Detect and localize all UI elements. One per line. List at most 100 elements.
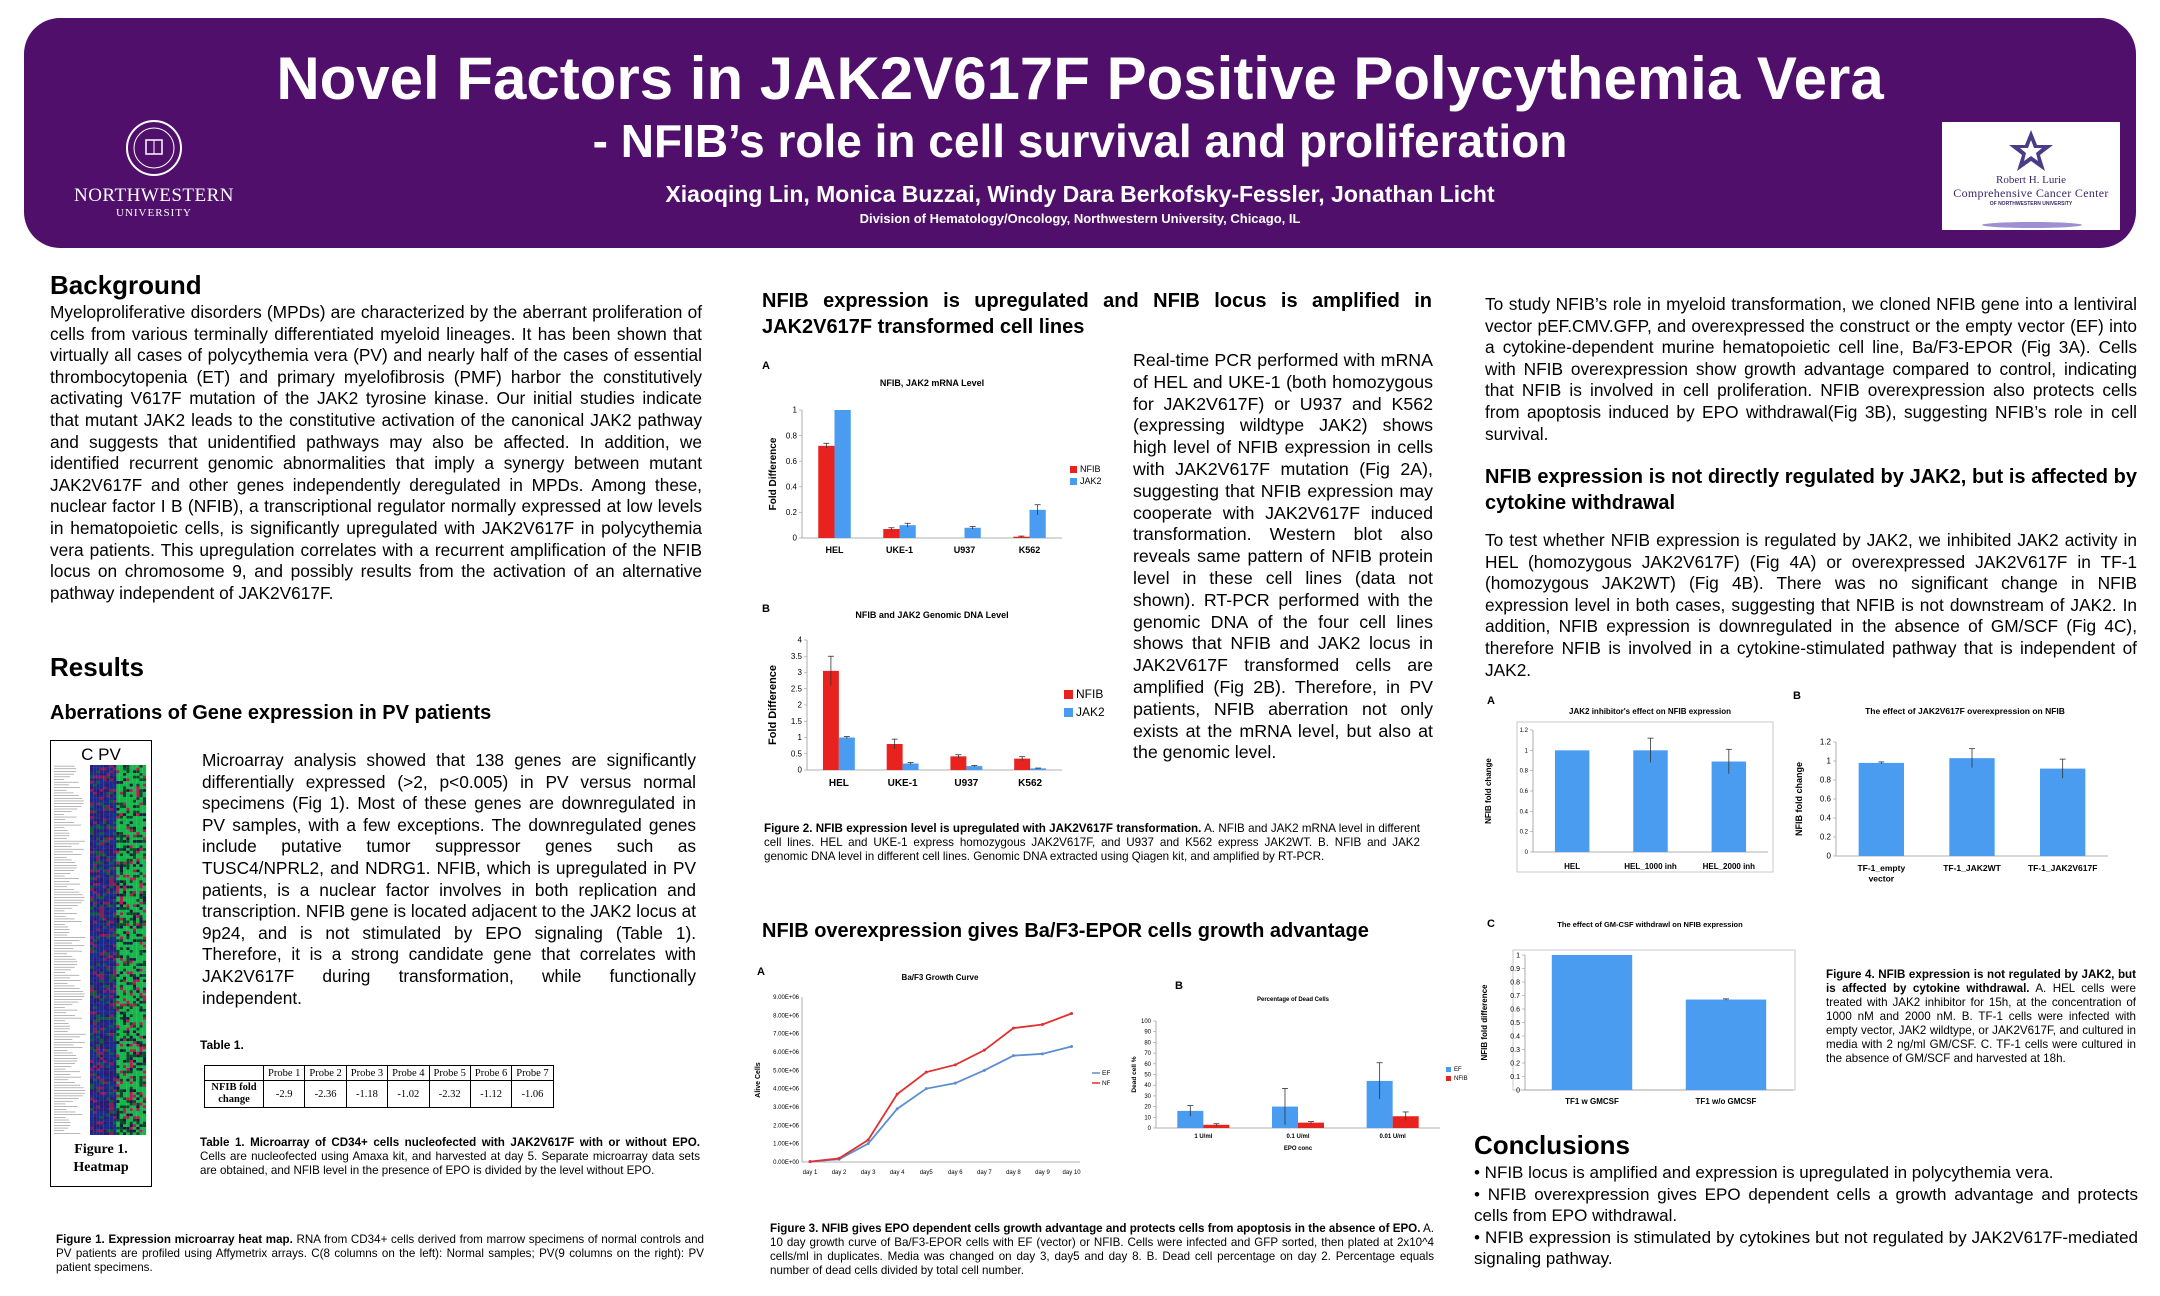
heatmap-cell [116, 1035, 120, 1039]
heatmap-cell [132, 1084, 137, 1087]
heatmap-cell [126, 950, 130, 953]
heatmap-cell [142, 799, 147, 803]
heatmap-cell [90, 1126, 94, 1130]
heatmap-cell [96, 794, 100, 798]
heatmap-cell [129, 815, 133, 819]
heatmap-cell [90, 982, 94, 986]
heatmap-cell [106, 952, 110, 956]
heatmap-cell [129, 845, 133, 849]
heatmap-cell [132, 909, 137, 913]
heatmap-cell [139, 1000, 143, 1004]
section5-heading: NFIB expression is not directly regulate… [1485, 466, 2137, 514]
heatmap-cell [132, 805, 137, 809]
heatmap-cell [106, 1076, 110, 1079]
heatmap-cell [142, 810, 147, 814]
heatmap-cell [129, 861, 133, 865]
heatmap-cell [116, 848, 120, 851]
heatmap-cell [96, 826, 100, 830]
heatmap-cell [109, 834, 114, 838]
heatmap-cell [136, 885, 140, 889]
heatmap-cell [90, 1084, 94, 1087]
heatmap-gene-label [54, 1084, 81, 1086]
heatmap-cell [109, 1033, 114, 1036]
heatmap-cell [126, 928, 130, 932]
heatmap-cell [90, 1035, 94, 1039]
heatmap-cell [106, 1033, 110, 1036]
heatmap-cell [106, 888, 110, 892]
heatmap-cell [109, 1043, 114, 1047]
heatmap-cell [136, 979, 140, 983]
heatmap-cell [129, 917, 133, 921]
heatmap-gene-label [54, 1082, 75, 1083]
heatmap-cell [129, 1033, 133, 1036]
heatmap-cell [113, 1065, 117, 1069]
heatmap-cell [139, 799, 143, 803]
heatmap-cell [93, 773, 97, 776]
heatmap-cell [129, 1049, 133, 1053]
heatmap-gene-label [54, 934, 68, 936]
heatmap-cell [139, 933, 143, 937]
heatmap-cell [136, 1073, 140, 1077]
heatmap-cell [109, 1110, 114, 1114]
heatmap-cell [139, 869, 143, 873]
heatmap-cell [106, 1017, 110, 1020]
heatmap-gene-label [54, 789, 67, 791]
heatmap-cell [99, 904, 104, 908]
heatmap-cell [90, 882, 94, 886]
chart-title: Ba/F3 Growth Curve [902, 973, 979, 982]
heatmap-cell [142, 899, 147, 902]
heatmap-cell [126, 829, 130, 833]
heatmap-cell [93, 1054, 97, 1058]
y-tick-label: 0.4 [1520, 809, 1529, 815]
heatmap-gene-label [54, 1108, 67, 1110]
heatmap-cell [123, 869, 127, 873]
heatmap-cell [142, 1054, 147, 1058]
x-tick-label: day 1 [803, 1170, 818, 1176]
heatmap-cell [96, 966, 100, 969]
heatmap-cell [132, 880, 137, 884]
heatmap-cell [136, 770, 140, 774]
heatmap-cell [136, 952, 140, 956]
heatmap-cell [96, 861, 100, 865]
heatmap-cell [129, 1038, 133, 1042]
heatmap-gene-label [54, 776, 70, 778]
legend-label: EF [1102, 1070, 1110, 1077]
heatmap-cell [109, 823, 114, 827]
heatmap-cell [123, 1041, 127, 1045]
heatmap-cell [139, 896, 143, 900]
heatmap-cell [116, 968, 120, 972]
heatmap-cell [123, 1035, 127, 1039]
heatmap-cell [96, 1000, 100, 1004]
heatmap-gene-label [54, 1031, 68, 1032]
heatmap-cell [136, 829, 140, 833]
heatmap-cell [136, 797, 140, 801]
heatmap-cell [119, 1035, 123, 1039]
heatmap-cell [116, 958, 120, 961]
heatmap-cell [136, 1116, 140, 1120]
heatmap-cell [90, 1059, 94, 1063]
heatmap-cell [106, 904, 110, 908]
heatmap-cell [113, 984, 117, 988]
heatmap-cell [139, 848, 143, 851]
heatmap-cell [109, 797, 114, 801]
heatmap-cell [119, 909, 123, 913]
heatmap-cell [123, 1132, 127, 1135]
heatmap-cell [126, 904, 130, 908]
heatmap-cell [96, 1067, 100, 1071]
heatmap-cell [99, 1041, 104, 1045]
heatmap-cell [90, 893, 94, 897]
heatmap-cell [103, 979, 107, 983]
heatmap-cell [93, 947, 97, 951]
heatmap-gene-label [54, 838, 67, 839]
heatmap-cell [126, 880, 130, 884]
heatmap-cell [123, 1100, 127, 1104]
heatmap-cell [136, 805, 140, 809]
heatmap-cell [93, 1110, 97, 1114]
heatmap-gene-label [54, 1001, 79, 1003]
heatmap-cell [93, 1086, 97, 1090]
heatmap-cell [96, 1076, 100, 1079]
heatmap-cell [123, 885, 127, 889]
data-point [866, 1138, 870, 1142]
heatmap-cell [119, 1065, 123, 1069]
bar [1014, 758, 1031, 770]
